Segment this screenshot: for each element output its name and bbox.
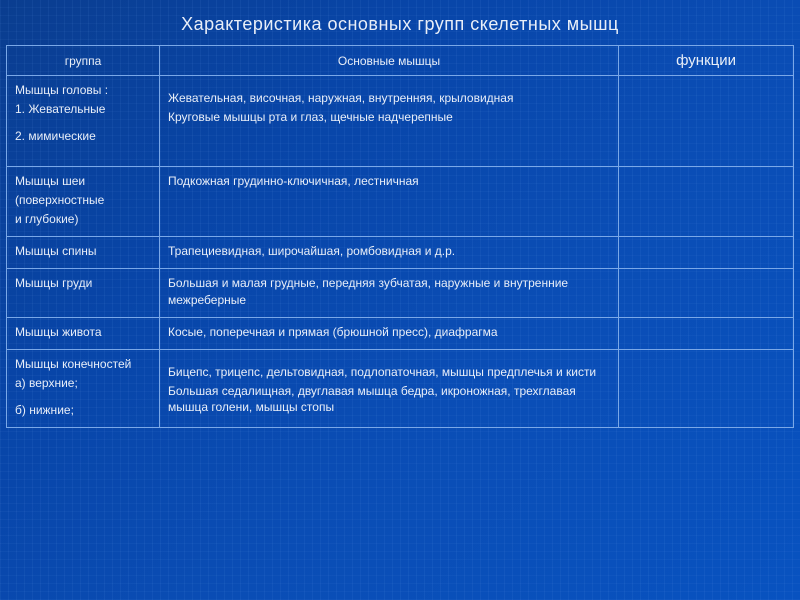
cell-main: Большая и малая грудные, передняя зубчат… — [160, 269, 619, 317]
text: Мышцы конечностей — [15, 356, 151, 372]
text: Мышцы спины — [15, 243, 151, 259]
text: Мышцы живота — [15, 324, 151, 340]
text: Трапециевидная, широчайшая, ромбовидная … — [168, 243, 610, 259]
table-row: Мышцы спины Трапециевидная, широчайшая, … — [7, 237, 794, 269]
cell-func — [619, 237, 794, 269]
cell-func — [619, 269, 794, 317]
cell-main: Жевательная, височная, наружная, внутрен… — [160, 76, 619, 167]
text: Мышцы груди — [15, 275, 151, 291]
page-title: Характеристика основных групп скелетных … — [0, 0, 800, 45]
table-header-row: группа Основные мышцы функции — [7, 46, 794, 76]
text: Косые, поперечная и прямая (брюшной прес… — [168, 324, 610, 340]
cell-group: Мышцы шеи (поверхностные и глубокие) — [7, 166, 160, 237]
cell-group: Мышцы живота — [7, 317, 160, 349]
table-row: Мышцы груди Большая и малая грудные, пер… — [7, 269, 794, 317]
text: 1. Жевательные — [15, 101, 151, 117]
text: Жевательная, височная, наружная, внутрен… — [168, 90, 610, 106]
text: Большая и малая грудные, передняя зубчат… — [168, 275, 610, 307]
cell-func — [619, 317, 794, 349]
header-main: Основные мышцы — [160, 46, 619, 76]
muscle-table-container: группа Основные мышцы функции Мышцы голо… — [0, 45, 800, 428]
cell-group: Мышцы головы : 1. Жевательные 2. мимичес… — [7, 76, 160, 167]
table-row: Мышцы головы : 1. Жевательные 2. мимичес… — [7, 76, 794, 167]
text: а) верхние; — [15, 375, 151, 391]
table-body: Мышцы головы : 1. Жевательные 2. мимичес… — [7, 76, 794, 428]
text: Мышцы головы : — [15, 82, 151, 98]
cell-main: Бицепс, трицепс, дельтовидная, подлопато… — [160, 349, 619, 428]
cell-func — [619, 76, 794, 167]
cell-group: Мышцы груди — [7, 269, 160, 317]
text: и глубокие) — [15, 211, 151, 227]
header-func: функции — [619, 46, 794, 76]
table-row: Мышцы живота Косые, поперечная и прямая … — [7, 317, 794, 349]
cell-group: Мышцы спины — [7, 237, 160, 269]
text: Большая седалищная, двуглавая мышца бедр… — [168, 383, 610, 415]
cell-func — [619, 166, 794, 237]
cell-group: Мышцы конечностей а) верхние; б) нижние; — [7, 349, 160, 428]
text: Подкожная грудинно-ключичная, лестничная — [168, 173, 610, 189]
header-group: группа — [7, 46, 160, 76]
table-row: Мышцы конечностей а) верхние; б) нижние;… — [7, 349, 794, 428]
table-row: Мышцы шеи (поверхностные и глубокие) Под… — [7, 166, 794, 237]
text: Бицепс, трицепс, дельтовидная, подлопато… — [168, 364, 610, 380]
cell-main: Подкожная грудинно-ключичная, лестничная — [160, 166, 619, 237]
text: Круговые мышцы рта и глаз, щечные надчер… — [168, 109, 610, 125]
cell-main: Косые, поперечная и прямая (брюшной прес… — [160, 317, 619, 349]
text: 2. мимические — [15, 128, 151, 144]
text: б) нижние; — [15, 402, 151, 418]
text: Мышцы шеи — [15, 173, 151, 189]
muscle-table: группа Основные мышцы функции Мышцы голо… — [6, 45, 794, 428]
cell-main: Трапециевидная, широчайшая, ромбовидная … — [160, 237, 619, 269]
text: (поверхностные — [15, 192, 151, 208]
cell-func — [619, 349, 794, 428]
